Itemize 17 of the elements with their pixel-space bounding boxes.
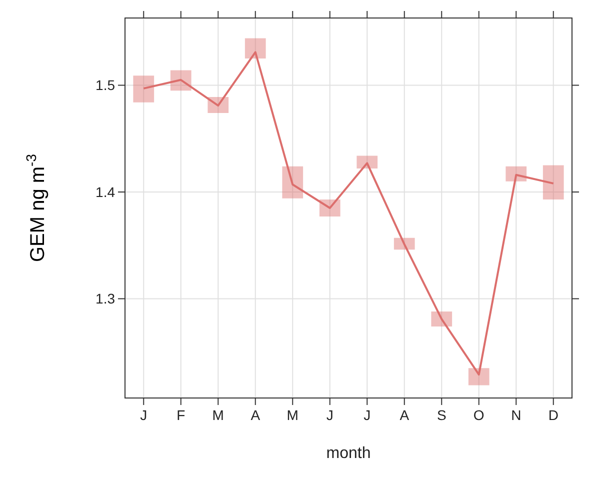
x-tick-label: M	[286, 407, 298, 423]
x-tick-label: F	[176, 407, 186, 423]
x-tick-label: S	[436, 407, 446, 423]
y-tick-label: 1.3	[96, 290, 116, 307]
x-tick-label: J	[140, 407, 148, 423]
x-tick-label: N	[511, 407, 522, 423]
y-tick-label: 1.5	[96, 77, 116, 94]
x-tick-label: A	[400, 407, 410, 423]
x-tick-label: M	[212, 407, 224, 423]
x-tick-label: J	[364, 407, 371, 423]
x-tick-label: J	[326, 407, 334, 423]
y-tick-label: 1.4	[96, 184, 116, 200]
x-tick-label: A	[250, 407, 261, 423]
x-tick-label: D	[548, 407, 558, 423]
line-series	[142, 51, 554, 376]
x-tick-label: O	[473, 407, 484, 423]
x-axis-title: month	[326, 445, 371, 462]
